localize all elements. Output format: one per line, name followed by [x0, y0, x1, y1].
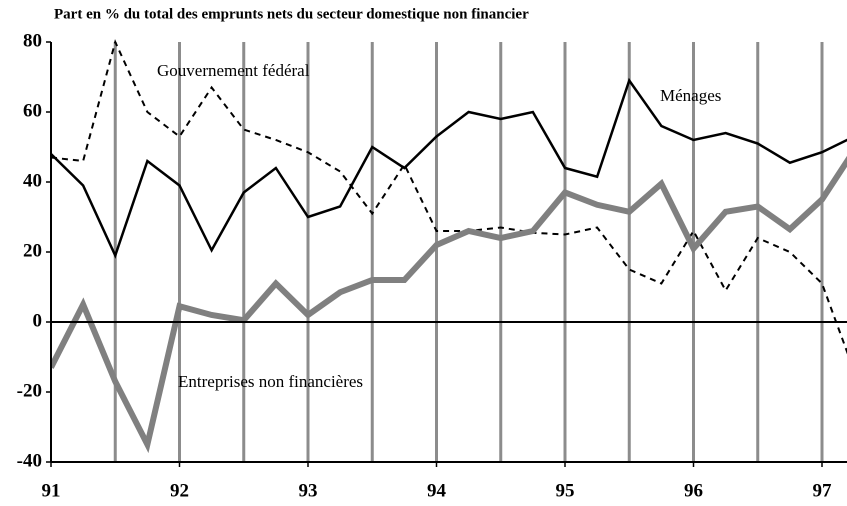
x-tick-label: 91: [42, 480, 61, 501]
series-label: Entreprises non financières: [178, 372, 363, 391]
y-tick-label: 40: [23, 170, 42, 191]
series-line: [51, 155, 847, 454]
x-tick-label: 96: [684, 480, 703, 501]
x-tick-label: 92: [170, 480, 189, 501]
series-label: Gouvernement fédéral: [157, 61, 310, 80]
y-tick-label: 80: [23, 30, 42, 51]
series-label: Ménages: [660, 86, 721, 105]
y-tick-label: -40: [17, 450, 42, 471]
y-tick-label: 60: [23, 100, 42, 121]
x-tick-label: 93: [299, 480, 318, 501]
y-tick-label: -20: [17, 380, 42, 401]
series-line: [51, 77, 847, 259]
y-tick-label: 0: [33, 310, 43, 331]
grid: [113, 42, 824, 462]
plot-area: [51, 39, 847, 454]
y-tick-label: 20: [23, 240, 42, 261]
x-tick-label: 94: [427, 480, 447, 501]
chart-title: Part en % du total des emprunts nets du …: [54, 6, 529, 22]
x-tick-label: 95: [556, 480, 575, 501]
x-tick-label: 97: [813, 480, 833, 501]
